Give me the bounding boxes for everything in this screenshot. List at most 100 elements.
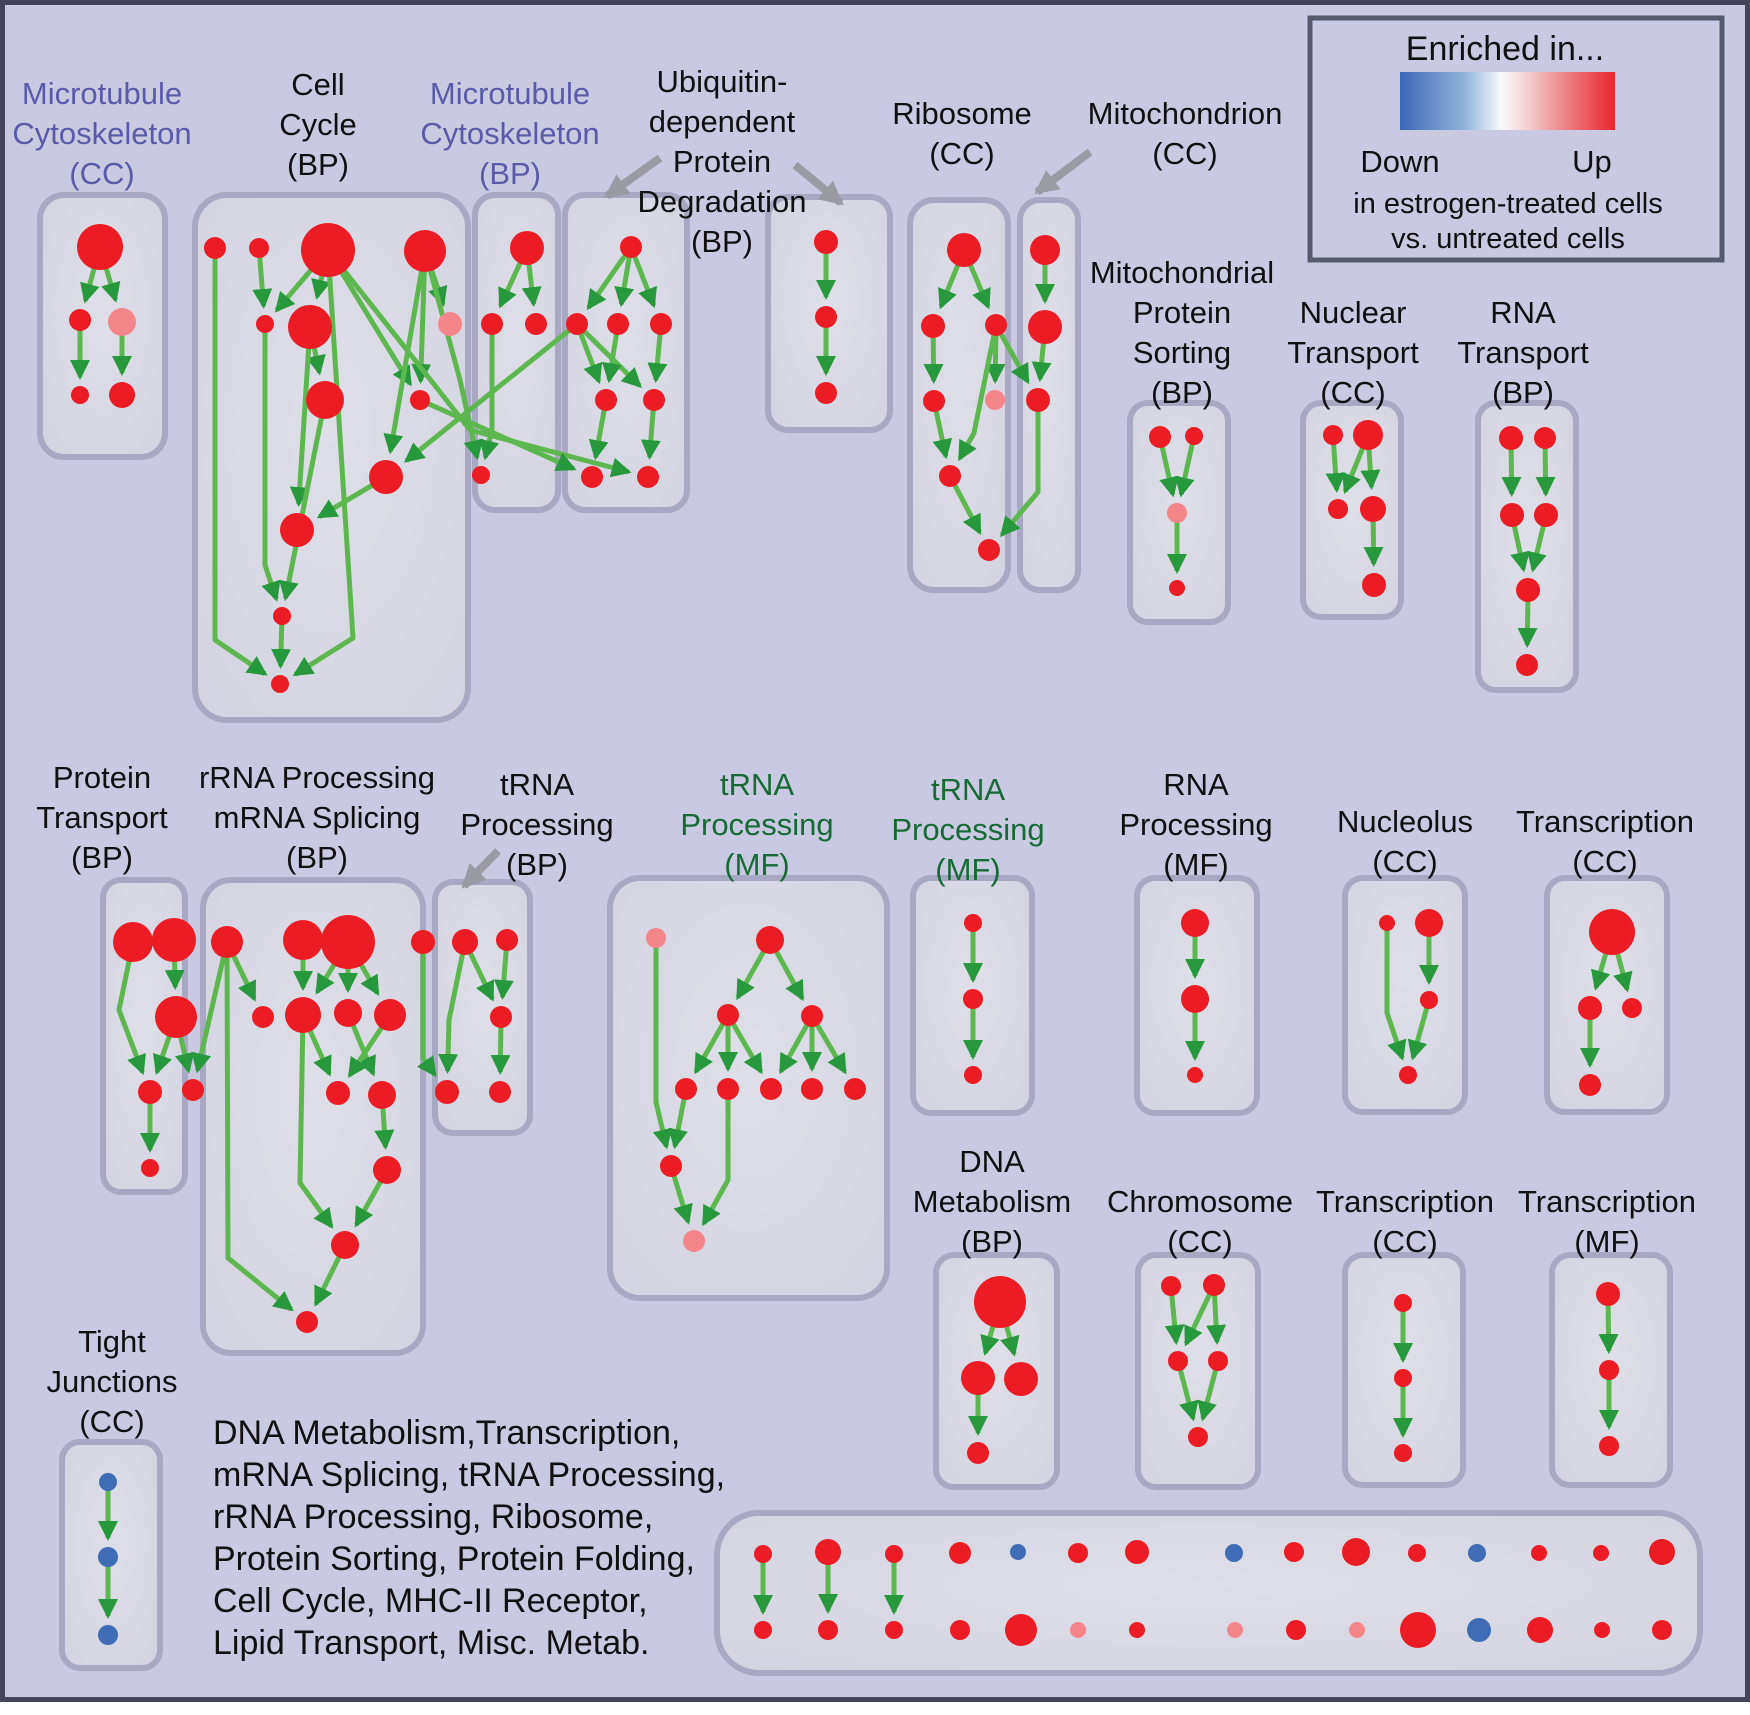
edge-t21-t22 (1590, 951, 1611, 991)
group-label-ubq-line3: Protein (673, 144, 771, 179)
group-label-tcc3-line1: Transcription (1316, 1184, 1494, 1219)
edge-rr1-rr5 (230, 953, 257, 1002)
edge-rb1-rb3 (967, 262, 991, 310)
nodes-layer (69, 223, 1675, 1648)
labels-layer: Microtubule Cytoskeleton (CC) Cell Cycle (BP)… (12, 64, 1696, 1662)
group-label-nuc-line2: (CC) (1372, 844, 1437, 879)
edge-pt3-pt5 (174, 1034, 195, 1074)
annotation-arrows-layer (461, 148, 1093, 889)
edge-ua6-ua8 (640, 408, 661, 461)
node-bt14 (1593, 1545, 1609, 1561)
edge-rb6-rb7 (951, 482, 982, 535)
group-label-rpmf-line2: Processing (1119, 807, 1272, 842)
node-tb4 (435, 1080, 459, 1104)
group-label-tj-line2: Junctions (47, 1364, 178, 1399)
node-bt12 (1468, 1544, 1486, 1562)
group-label-tmf3: Transcription (MF) (1518, 1184, 1696, 1259)
group-box-dmb (933, 1252, 1060, 1490)
group-label-mbp: Microtubule Cytoskeleton (BP) (420, 76, 599, 191)
edge-pt1-pt4 (116, 959, 146, 1076)
node-bb5 (1005, 1614, 1037, 1646)
node-bb3 (885, 1621, 903, 1639)
node-nu2 (1415, 909, 1443, 937)
node-tf10 (660, 1155, 682, 1177)
edge-tb3-tb5 (490, 1025, 511, 1076)
edge-t41-t42 (1598, 1303, 1619, 1355)
node-bb15 (1652, 1620, 1672, 1640)
node-rt1 (1499, 426, 1523, 450)
node-ua6 (643, 389, 665, 411)
node-tf5 (675, 1078, 697, 1100)
node-dm1 (974, 1276, 1026, 1328)
edge-mt3-rb7 (999, 410, 1041, 538)
group-label-rib-line1: Ribosome (892, 96, 1032, 131)
node-tg2 (963, 989, 983, 1009)
group-label-rib: Ribosome (CC) (892, 96, 1032, 171)
edge-cc3-cc9 (338, 270, 413, 387)
edge-ua5-ua7 (588, 408, 609, 461)
edge-rt2-rt4 (1535, 446, 1556, 498)
group-label-mps-line2: Protein (1133, 295, 1231, 330)
edge-ch4-ch5 (1197, 1368, 1219, 1422)
edge-cc4-cc9 (411, 269, 432, 385)
edge-pt2-pt3 (164, 959, 185, 991)
node-bb9 (1286, 1620, 1306, 1640)
node-dm3 (1004, 1362, 1038, 1396)
node-bb13 (1527, 1617, 1553, 1643)
edge-cc5-cc12 (261, 331, 281, 602)
node-pt6 (141, 1159, 159, 1177)
edge-tf2-tf4 (773, 949, 805, 1002)
node-bb8 (1227, 1622, 1243, 1638)
node-bb4 (950, 1620, 970, 1640)
node-ms1 (1149, 426, 1171, 448)
edge-cc6-cc8 (306, 346, 326, 376)
node-bb14 (1594, 1622, 1610, 1638)
edge-tf5-tf10 (668, 1097, 688, 1150)
group-label-tj-line1: Tight (78, 1324, 146, 1359)
legend-up-label: Up (1572, 144, 1612, 179)
misc-categories-line4: Protein Sorting, Protein Folding, (213, 1540, 695, 1578)
node-cc4 (404, 230, 446, 272)
group-label-mito: Mitochondrion (CC) (1088, 96, 1283, 171)
edge-rb3-rb5 (985, 333, 1006, 385)
edge-rr3-rr8 (358, 962, 380, 996)
group-label-tcc2: Transcription (CC) (1516, 804, 1694, 879)
node-rr7 (334, 999, 362, 1027)
group-box-chb (1135, 1252, 1261, 1490)
node-ua8 (637, 466, 659, 488)
node-t22 (1578, 996, 1602, 1020)
node-mcc1 (77, 224, 123, 270)
edge-mbp1-mbp2 (498, 260, 523, 309)
node-rb5 (985, 390, 1005, 410)
node-tb1 (452, 929, 478, 955)
group-label-tmf3-line2: (MF) (1574, 1224, 1639, 1259)
edge-cc3-cc6 (311, 273, 331, 300)
node-ms2 (1185, 427, 1203, 445)
group-box-bot (714, 1510, 1703, 1676)
edge-cc3-cc5 (274, 267, 314, 313)
edge-cc12-cc13 (271, 622, 292, 670)
annotation-arrow-ubq-right (792, 161, 844, 207)
edge-ua1-ua2 (586, 252, 628, 311)
node-ub2 (815, 306, 837, 328)
node-bt6 (1068, 1543, 1088, 1563)
group-label-rtr-line3: (BP) (1492, 375, 1554, 410)
group-label-mbp-line1: Microtubule (430, 76, 590, 111)
node-bb2 (818, 1620, 838, 1640)
node-tf1 (646, 928, 666, 948)
node-t23 (1622, 998, 1642, 1018)
node-nu4 (1399, 1066, 1417, 1084)
node-mt3 (1026, 388, 1050, 412)
edges-layer (70, 252, 1633, 1619)
edge-rb1-rb2 (938, 262, 961, 310)
group-label-ptr: Protein Transport (BP) (36, 760, 168, 875)
node-t42 (1599, 1360, 1619, 1380)
edge-mbp1-mbp3 (521, 262, 542, 308)
group-label-tmf1-line3: (MF) (724, 847, 789, 882)
node-t31 (1394, 1294, 1412, 1312)
node-tf4 (801, 1005, 823, 1027)
node-ch4 (1208, 1351, 1228, 1371)
